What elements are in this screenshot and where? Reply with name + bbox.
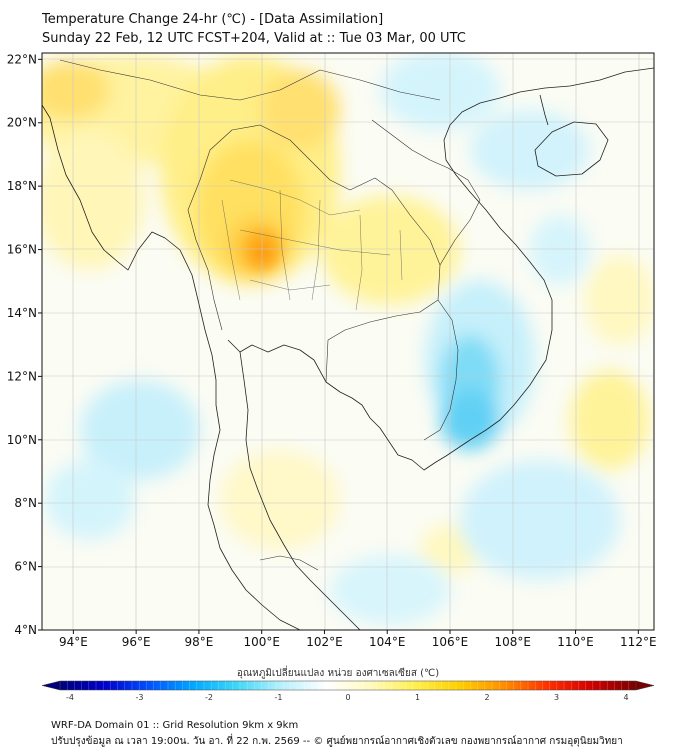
lon-tick-label: 108°E (495, 635, 532, 649)
lat-tick-label: 10°N (7, 433, 37, 447)
lon-tick-label: 106°E (432, 635, 469, 649)
colorbar-tick-label: 3 (554, 693, 559, 702)
colorbar: -4 -3 -2 -1 0 1 2 3 4 (41, 680, 655, 702)
laos-vietnam-border (371, 119, 481, 266)
lon-tick-label: 98°E (184, 635, 213, 649)
vietnam-coast (443, 97, 553, 449)
country-borders (59, 59, 481, 571)
map-title: Temperature Change 24-hr (℃) - [Data Ass… (42, 12, 384, 27)
thai-provinces (221, 179, 403, 311)
lon-tick-label: 100°E (243, 635, 280, 649)
colorbar-tick-label: -2 (205, 693, 213, 702)
coastlines (42, 67, 654, 630)
latitude-tick-labels: 22°N 20°N 18°N 16°N 14°N 12°N 10°N 8°N 6°N 4°N (7, 52, 42, 637)
colorbar-tick-label: -3 (136, 693, 144, 702)
thai-myanmar-border (187, 149, 223, 331)
malaysia-thai-border (259, 555, 319, 571)
lat-tick-label: 16°N (7, 243, 37, 257)
peninsula-east-coast (239, 351, 361, 630)
thai-cambodia-border (325, 315, 397, 383)
lat-tick-label: 20°N (7, 116, 37, 130)
lat-tick-label: 18°N (7, 179, 37, 193)
lon-tick-label: 112°E (620, 635, 657, 649)
lon-tick-label: 94°E (59, 635, 88, 649)
lon-tick-label: 110°E (557, 635, 594, 649)
colorbar-tick-label: 2 (484, 693, 489, 702)
cool-anomaly-regions (45, 53, 620, 625)
leizhou-peninsula (539, 94, 549, 126)
lat-tick-label: 12°N (7, 369, 37, 383)
colorbar-tick-label: 4 (623, 693, 628, 702)
thai-lao-border (209, 124, 441, 317)
longitude-tick-labels: 94°E 96°E 98°E 100°E 102°E 104°E 106°E 108°E 110… (59, 630, 657, 649)
colorbar-max-extension (635, 680, 655, 691)
colorbar-tick-label: 0 (345, 693, 350, 702)
lat-tick-label: 4°N (14, 623, 37, 637)
lon-tick-label: 104°E (369, 635, 406, 649)
warm-anomaly-regions (42, 55, 654, 575)
china-border (59, 59, 441, 101)
colorbar-tick-label: -1 (275, 693, 283, 702)
footer-credit: ปรับปรุงข้อมูล ณ เวลา 19:00น. วัน อา. ที… (51, 736, 623, 747)
lat-tick-label: 22°N (7, 52, 37, 66)
lat-tick-label: 8°N (14, 496, 37, 510)
colorbar-title: อุณหภูมิเปลี่ยนแปลง หน่วย องศาเซลเซียส (… (236, 668, 440, 679)
lat-tick-label: 6°N (14, 560, 37, 574)
china-south-coast (499, 67, 654, 99)
colorbar-min-extension (41, 680, 61, 691)
temperature-field (42, 53, 654, 630)
hainan-island (534, 121, 609, 177)
lat-tick-label: 14°N (7, 306, 37, 320)
map-subtitle: Sunday 22 Feb, 12 UTC FCST+204, Valid at… (42, 31, 466, 46)
footer-model-info: WRF-DA Domain 01 :: Grid Resolution 9km … (51, 720, 299, 731)
cambodia-vietnam-border (423, 299, 459, 441)
peninsula-west-coast (213, 524, 301, 630)
lon-tick-label: 96°E (122, 635, 151, 649)
myanmar-bay-coast (42, 104, 221, 526)
map-frame (41, 52, 655, 631)
lon-tick-label: 102°E (306, 635, 343, 649)
colorbar-tick-label: -4 (66, 693, 74, 702)
gulf-of-thailand-coast (227, 339, 459, 471)
colorbar-tick-label: 1 (415, 693, 420, 702)
